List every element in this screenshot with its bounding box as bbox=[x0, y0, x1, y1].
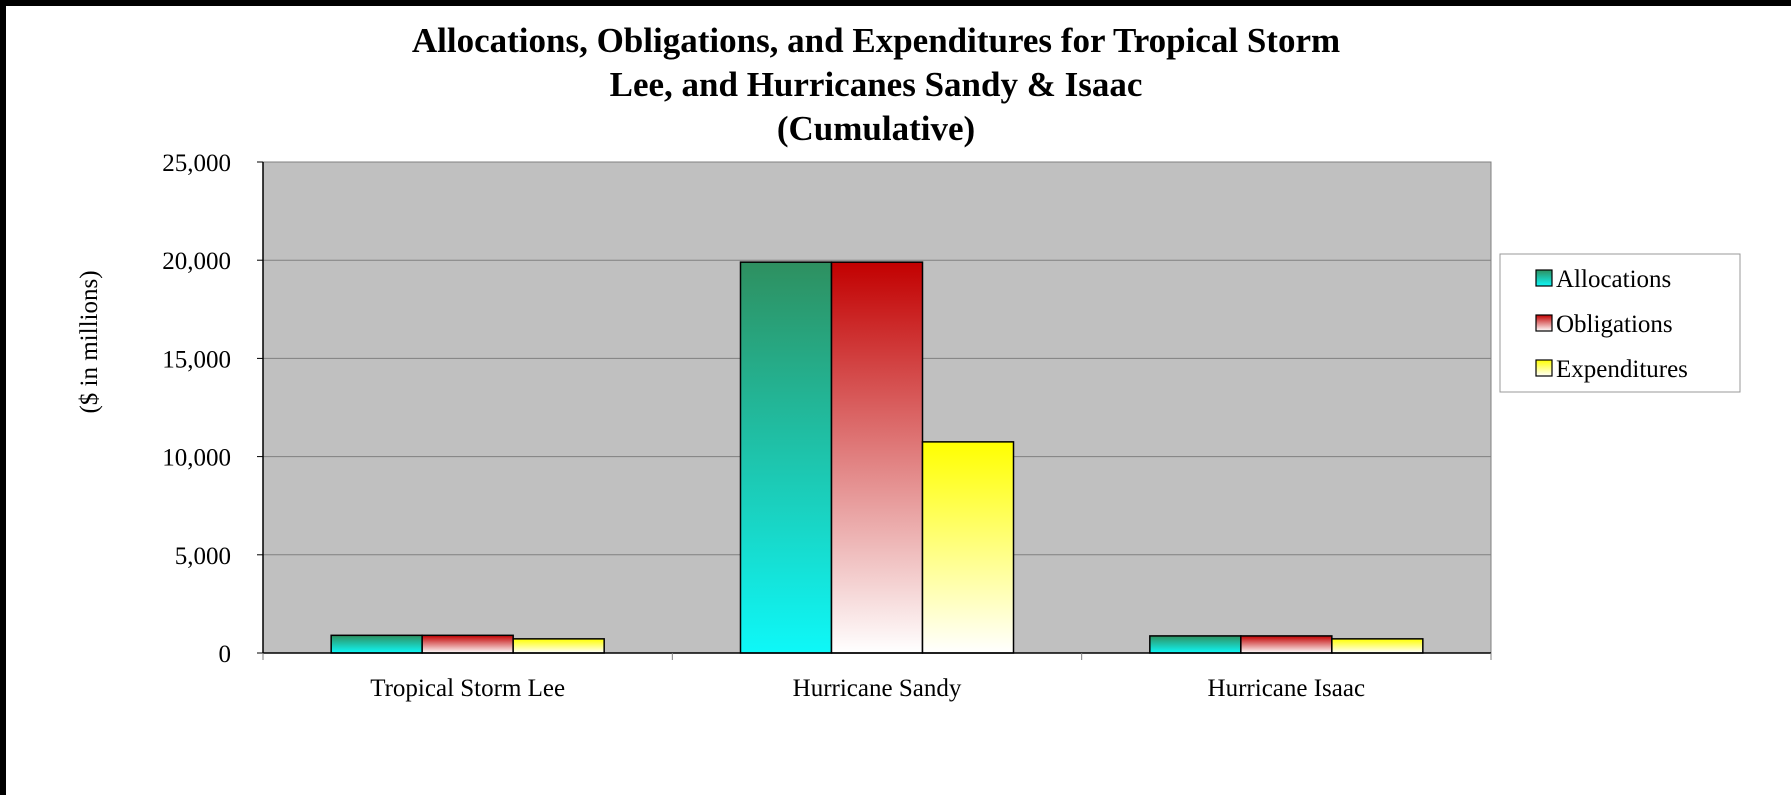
bar-obligations-2 bbox=[1240, 635, 1333, 654]
bar-expenditures-0 bbox=[512, 638, 605, 654]
x-category-label: Hurricane Isaac bbox=[1208, 675, 1366, 702]
legend-swatch-allocations bbox=[1535, 269, 1553, 287]
chart-title-line-3: (Cumulative) bbox=[777, 109, 975, 148]
legend-label-expenditures: Expenditures bbox=[1556, 356, 1688, 383]
chart-title-line-1: Allocations, Obligations, and Expenditur… bbox=[412, 21, 1340, 60]
y-tick-label: 20,000 bbox=[162, 248, 231, 275]
legend-label-obligations: Obligations bbox=[1556, 311, 1673, 338]
y-tick-label: 0 bbox=[219, 641, 232, 668]
legend-swatch-expenditures bbox=[1535, 359, 1553, 377]
legend-swatch-obligations bbox=[1535, 314, 1553, 332]
bar-allocations-0 bbox=[330, 634, 423, 654]
bar-allocations-1 bbox=[739, 261, 833, 654]
y-axis-title: ($ in millions) bbox=[76, 270, 103, 413]
chart-title: Allocations, Obligations, and Expenditur… bbox=[412, 21, 1340, 148]
y-tick-label: 15,000 bbox=[162, 346, 231, 373]
bar-obligations-1 bbox=[830, 261, 924, 654]
bar-expenditures-2 bbox=[1331, 638, 1424, 654]
x-category-label: Hurricane Sandy bbox=[793, 675, 962, 702]
bars bbox=[330, 261, 1424, 654]
x-category-labels: Tropical Storm Lee Hurricane Sandy Hurrica… bbox=[370, 675, 1365, 702]
y-tick-label: 25,000 bbox=[162, 150, 231, 177]
y-tick-label: 5,000 bbox=[175, 543, 231, 570]
bar-obligations-0 bbox=[421, 634, 514, 654]
legend-label-allocations: Allocations bbox=[1556, 266, 1671, 293]
bar-allocations-2 bbox=[1149, 635, 1242, 654]
x-category-label: Tropical Storm Lee bbox=[370, 675, 565, 702]
y-tick-labels: 0 5,000 10,000 15,000 20,000 25,000 bbox=[162, 150, 231, 668]
chart-title-line-2: Lee, and Hurricanes Sandy & Isaac bbox=[610, 65, 1143, 104]
bar-expenditures-1 bbox=[921, 441, 1015, 654]
legend: Allocations Obligations Expenditures bbox=[1499, 253, 1741, 393]
y-tick-label: 10,000 bbox=[162, 445, 231, 472]
axes bbox=[262, 162, 1492, 660]
